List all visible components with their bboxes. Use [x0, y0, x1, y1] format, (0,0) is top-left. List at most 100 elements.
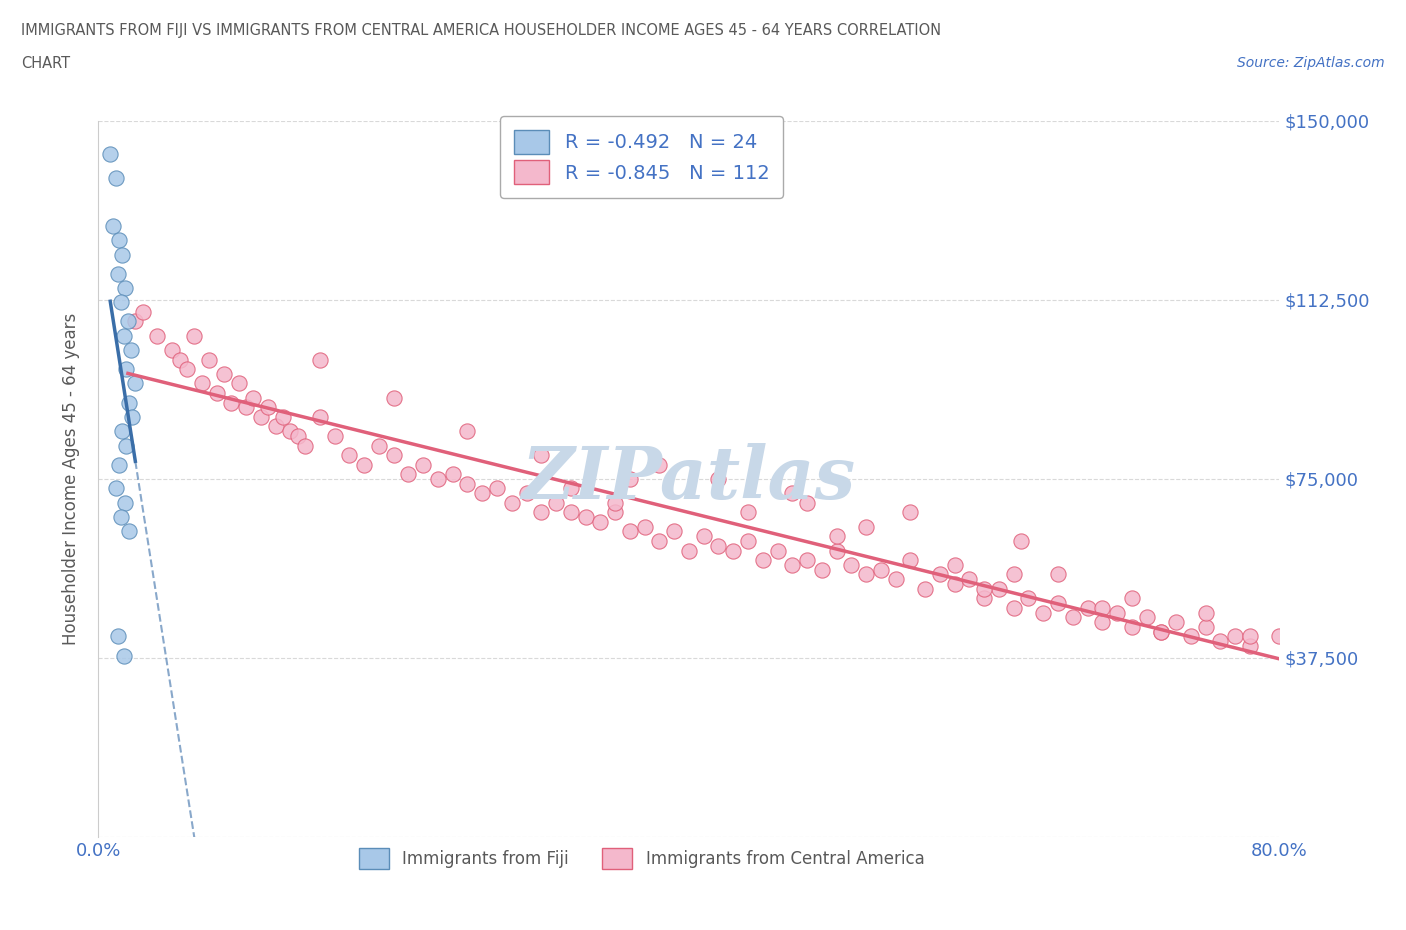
- Point: [111, 247, 134, 262]
- Point: [107, 266, 129, 281]
- Point: [353, 458, 375, 472]
- Point: [605, 505, 627, 520]
- Legend: Immigrants from Fiji, Immigrants from Central America: Immigrants from Fiji, Immigrants from Ce…: [353, 842, 931, 875]
- Point: [1136, 610, 1159, 625]
- Point: [280, 424, 302, 439]
- Point: [121, 409, 143, 424]
- Point: [235, 400, 257, 415]
- Point: [294, 438, 316, 453]
- Point: [486, 481, 509, 496]
- Point: [105, 481, 128, 496]
- Point: [242, 391, 264, 405]
- Point: [287, 429, 309, 444]
- Point: [115, 438, 138, 453]
- Y-axis label: Householder Income Ages 45 - 64 years: Householder Income Ages 45 - 64 years: [62, 312, 80, 645]
- Point: [664, 524, 686, 538]
- Point: [707, 472, 730, 486]
- Point: [221, 395, 243, 410]
- Point: [108, 458, 131, 472]
- Text: ZIPatlas: ZIPatlas: [522, 444, 856, 514]
- Point: [457, 424, 479, 439]
- Point: [110, 510, 132, 525]
- Point: [107, 629, 129, 644]
- Point: [183, 328, 205, 343]
- Point: [1150, 624, 1173, 639]
- Point: [943, 557, 966, 572]
- Point: [855, 567, 877, 582]
- Point: [929, 567, 952, 582]
- Point: [264, 419, 287, 434]
- Point: [530, 447, 553, 462]
- Point: [323, 429, 346, 444]
- Point: [1091, 615, 1114, 630]
- Point: [575, 510, 598, 525]
- Point: [250, 409, 273, 424]
- Point: [737, 505, 759, 520]
- Point: [648, 534, 671, 549]
- Point: [457, 476, 479, 491]
- Point: [973, 591, 995, 605]
- Point: [589, 514, 612, 529]
- Point: [198, 352, 221, 367]
- Point: [471, 485, 494, 500]
- Point: [212, 366, 235, 381]
- Point: [114, 281, 136, 296]
- Point: [723, 543, 745, 558]
- Point: [810, 563, 832, 578]
- Point: [605, 496, 627, 511]
- Point: [114, 496, 136, 511]
- Point: [1180, 629, 1202, 644]
- Point: [103, 219, 125, 233]
- Point: [115, 362, 138, 377]
- Point: [368, 438, 391, 453]
- Point: [530, 505, 553, 520]
- Point: [1002, 567, 1025, 582]
- Text: CHART: CHART: [21, 56, 70, 71]
- Point: [973, 581, 995, 596]
- Point: [1091, 601, 1114, 616]
- Point: [169, 352, 191, 367]
- Point: [205, 386, 228, 401]
- Point: [118, 524, 141, 538]
- Point: [693, 529, 716, 544]
- Point: [825, 529, 848, 544]
- Point: [884, 572, 907, 587]
- Point: [98, 147, 121, 162]
- Point: [1077, 601, 1099, 616]
- Point: [516, 485, 538, 500]
- Point: [648, 458, 671, 472]
- Point: [943, 577, 966, 591]
- Point: [560, 481, 582, 496]
- Point: [146, 328, 169, 343]
- Point: [118, 395, 141, 410]
- Point: [546, 496, 568, 511]
- Point: [1062, 610, 1084, 625]
- Point: [766, 543, 789, 558]
- Point: [427, 472, 450, 486]
- Point: [191, 376, 214, 391]
- Point: [1046, 595, 1070, 610]
- Point: [796, 552, 818, 567]
- Point: [120, 342, 142, 357]
- Point: [105, 171, 128, 186]
- Point: [1121, 619, 1143, 634]
- Point: [782, 485, 804, 500]
- Point: [309, 352, 332, 367]
- Point: [1209, 634, 1232, 649]
- Text: IMMIGRANTS FROM FIJI VS IMMIGRANTS FROM CENTRAL AMERICA HOUSEHOLDER INCOME AGES : IMMIGRANTS FROM FIJI VS IMMIGRANTS FROM …: [21, 23, 941, 38]
- Point: [1018, 591, 1040, 605]
- Point: [1107, 605, 1129, 620]
- Point: [855, 519, 877, 534]
- Point: [110, 295, 132, 310]
- Point: [117, 314, 139, 329]
- Point: [162, 342, 183, 357]
- Point: [1002, 601, 1025, 616]
- Point: [1225, 629, 1247, 644]
- Point: [1010, 534, 1032, 549]
- Point: [737, 534, 759, 549]
- Point: [782, 557, 804, 572]
- Point: [900, 505, 922, 520]
- Point: [1268, 629, 1291, 644]
- Point: [124, 314, 146, 329]
- Point: [382, 391, 405, 405]
